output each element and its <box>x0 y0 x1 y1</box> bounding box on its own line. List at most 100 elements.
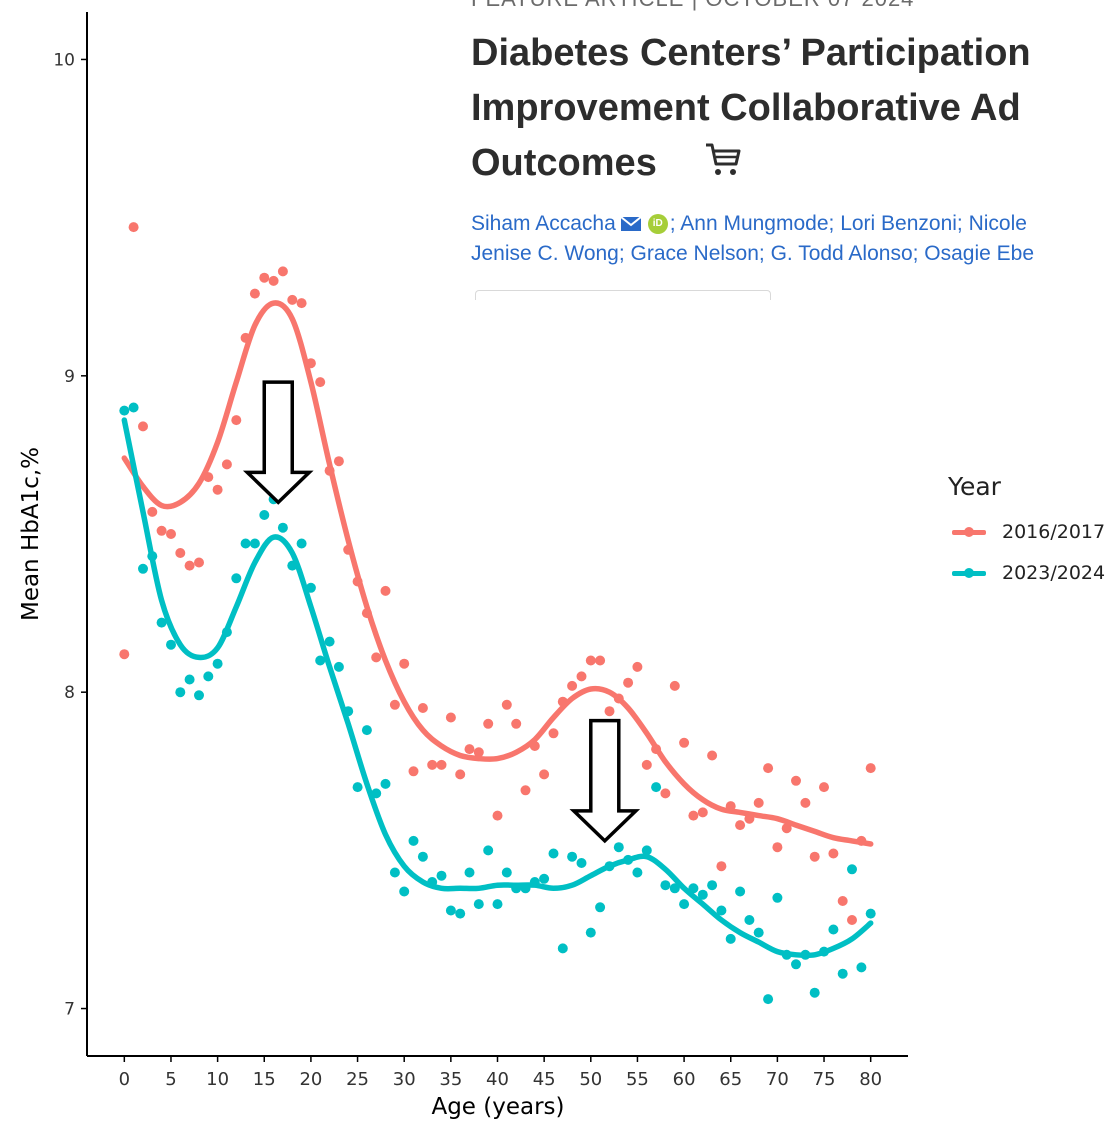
data-point-series-2 <box>324 636 335 647</box>
data-point-series-1 <box>828 848 839 859</box>
data-point-series-2 <box>632 867 643 878</box>
data-point-series-2 <box>287 560 298 571</box>
article-title-line-2[interactable]: Improvement Collaborative Ad <box>471 87 1021 129</box>
data-point-series-1 <box>483 718 494 729</box>
data-point-series-2 <box>436 870 447 881</box>
data-point-series-1 <box>333 456 344 467</box>
data-point-series-2 <box>809 987 820 998</box>
data-point-series-1 <box>613 693 624 704</box>
data-point-series-1 <box>119 649 130 660</box>
data-point-series-1 <box>305 358 316 369</box>
x-tick-label: 75 <box>813 1069 836 1090</box>
legend-item-2023: 2023/2024 <box>952 559 1105 587</box>
author-links[interactable]: ; Ann Mungmode; Lori Benzoni; Nicole <box>669 212 1027 235</box>
data-point-series-1 <box>735 820 746 831</box>
data-point-series-1 <box>781 823 792 834</box>
data-point-series-2 <box>343 706 354 717</box>
orcid-icon[interactable]: iD <box>647 214 668 235</box>
x-tick-label: 45 <box>533 1069 556 1090</box>
data-point-series-2 <box>763 994 774 1005</box>
author-line-2[interactable]: Jenise C. Wong; Grace Nelson; G. Todd Al… <box>471 242 1035 265</box>
data-point-series-2 <box>464 867 475 878</box>
x-tick-label: 60 <box>673 1069 696 1090</box>
data-point-series-1 <box>856 835 867 846</box>
data-point-series-1 <box>343 544 354 555</box>
legend-label-2023: 2023/2024 <box>1002 562 1106 584</box>
data-points <box>119 222 876 1005</box>
data-point-series-1 <box>156 525 167 536</box>
legend-dot <box>964 568 974 578</box>
annotation-arrows <box>242 380 641 844</box>
mail-icon[interactable] <box>620 216 642 232</box>
data-point-series-1 <box>688 810 699 821</box>
data-point-series-2 <box>772 892 783 903</box>
data-point-series-1 <box>501 699 512 710</box>
article-title-line-3[interactable]: Outcomes <box>471 142 657 184</box>
data-point-series-1 <box>212 484 223 495</box>
data-point-series-1 <box>128 222 139 233</box>
legend-label-2016: 2016/2017 <box>1002 521 1106 543</box>
data-point-series-2 <box>203 671 214 682</box>
data-point-series-1 <box>865 763 876 774</box>
down-arrow-annotation <box>242 380 314 505</box>
legend-key-2016 <box>952 518 986 546</box>
x-tick-label: 50 <box>579 1069 602 1090</box>
data-point-series-2 <box>249 538 260 549</box>
data-point-series-1 <box>772 842 783 853</box>
data-point-series-1 <box>352 576 363 587</box>
data-point-series-2 <box>865 908 876 919</box>
data-point-series-1 <box>231 415 242 426</box>
data-point-series-2 <box>623 854 634 865</box>
data-point-series-2 <box>613 842 624 853</box>
data-point-series-2 <box>576 858 587 868</box>
data-point-series-1 <box>669 680 680 691</box>
data-point-series-1 <box>389 699 400 710</box>
data-point-series-2 <box>791 959 801 970</box>
data-point-series-1 <box>399 658 410 669</box>
legend-item-2016: 2016/2017 <box>952 518 1105 546</box>
data-point-series-1 <box>296 298 307 309</box>
down-arrow-annotation <box>569 718 641 844</box>
x-tick-label: 25 <box>346 1069 369 1090</box>
data-point-series-2 <box>707 880 718 891</box>
data-point-series-1 <box>753 797 764 808</box>
author-link[interactable]: Siham Accacha <box>471 212 616 235</box>
data-point-series-2 <box>781 949 792 960</box>
data-point-series-2 <box>371 788 382 799</box>
x-tick-label: 80 <box>859 1069 882 1090</box>
article-header: FEATURE ARTICLE | OCTOBER 07 2024 Diabet… <box>471 0 1116 300</box>
data-point-series-1 <box>847 915 857 925</box>
data-point-series-1 <box>147 506 158 517</box>
legend-title: Year <box>948 472 1001 501</box>
y-tick-label: 9 <box>64 367 75 387</box>
data-point-series-1 <box>679 737 690 748</box>
data-point-series-2 <box>520 883 531 894</box>
data-point-series-2 <box>735 886 746 897</box>
data-point-series-1 <box>697 807 708 818</box>
data-point-series-2 <box>819 946 829 957</box>
data-point-series-1 <box>315 377 326 388</box>
data-point-series-2 <box>753 927 764 938</box>
data-point-series-1 <box>837 896 848 906</box>
x-tick-label: 30 <box>393 1069 416 1090</box>
data-point-series-1 <box>651 744 662 755</box>
data-point-series-2 <box>604 861 615 872</box>
data-point-series-2 <box>567 851 578 862</box>
article-title-line-1[interactable]: Diabetes Centers’ Participation <box>471 32 1031 74</box>
data-point-series-2 <box>595 902 606 913</box>
article-kicker: FEATURE ARTICLE | OCTOBER 07 2024 <box>471 0 914 12</box>
data-point-series-1 <box>567 680 578 691</box>
data-point-series-1 <box>221 459 232 470</box>
trend-lines <box>121 300 874 959</box>
cart-icon[interactable] <box>703 140 743 180</box>
y-tick-label: 8 <box>64 683 75 703</box>
data-point-series-2 <box>585 927 596 938</box>
trend-line-series-2 <box>121 417 874 959</box>
data-point-series-1 <box>427 759 438 770</box>
data-point-series-1 <box>259 272 270 283</box>
data-point-series-1 <box>548 728 559 739</box>
data-point-series-1 <box>529 741 540 751</box>
data-point-series-2 <box>315 655 326 666</box>
y-tick-group: 7 8 9 10 <box>53 50 87 1020</box>
